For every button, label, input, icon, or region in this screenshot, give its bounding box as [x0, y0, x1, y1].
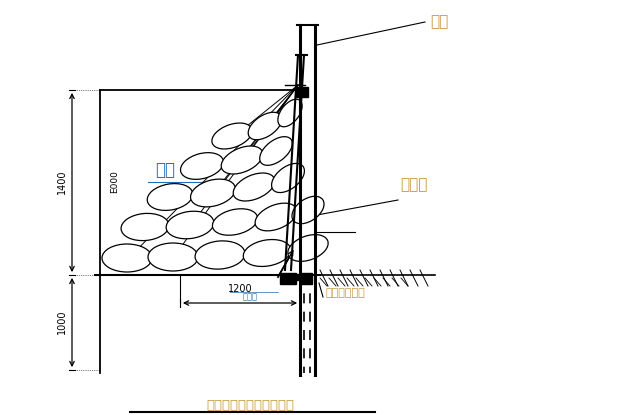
Ellipse shape [121, 213, 169, 241]
Bar [292, 274, 298, 280]
Ellipse shape [233, 173, 275, 201]
Ellipse shape [180, 153, 223, 179]
Bar [300, 273, 312, 284]
Ellipse shape [278, 99, 302, 127]
Ellipse shape [166, 211, 214, 239]
Text: 1000: 1000 [57, 310, 67, 334]
Ellipse shape [212, 123, 252, 149]
Ellipse shape [191, 179, 236, 207]
Ellipse shape [260, 137, 292, 165]
Ellipse shape [255, 203, 297, 231]
Ellipse shape [243, 239, 291, 266]
Ellipse shape [102, 244, 152, 272]
Ellipse shape [248, 112, 282, 140]
Text: 钢管打入土体: 钢管打入土体 [325, 288, 365, 298]
Bar [280, 273, 296, 284]
Text: 大木子: 大木子 [243, 293, 257, 302]
Ellipse shape [292, 196, 324, 224]
Ellipse shape [288, 234, 328, 261]
Ellipse shape [195, 241, 245, 269]
Ellipse shape [148, 243, 198, 271]
Ellipse shape [212, 209, 257, 235]
Text: 1200: 1200 [228, 284, 252, 294]
Ellipse shape [271, 164, 305, 193]
Ellipse shape [221, 146, 263, 174]
Text: 砂袋: 砂袋 [155, 161, 175, 179]
Text: E000: E000 [111, 171, 120, 193]
Bar [296, 87, 308, 97]
Text: 围挡: 围挡 [430, 15, 448, 29]
Ellipse shape [147, 183, 193, 210]
Text: 1400: 1400 [57, 170, 67, 194]
Text: 临水面: 临水面 [400, 178, 428, 193]
Text: 围墙墙体钢管沙袋加固图: 围墙墙体钢管沙袋加固图 [206, 398, 294, 412]
